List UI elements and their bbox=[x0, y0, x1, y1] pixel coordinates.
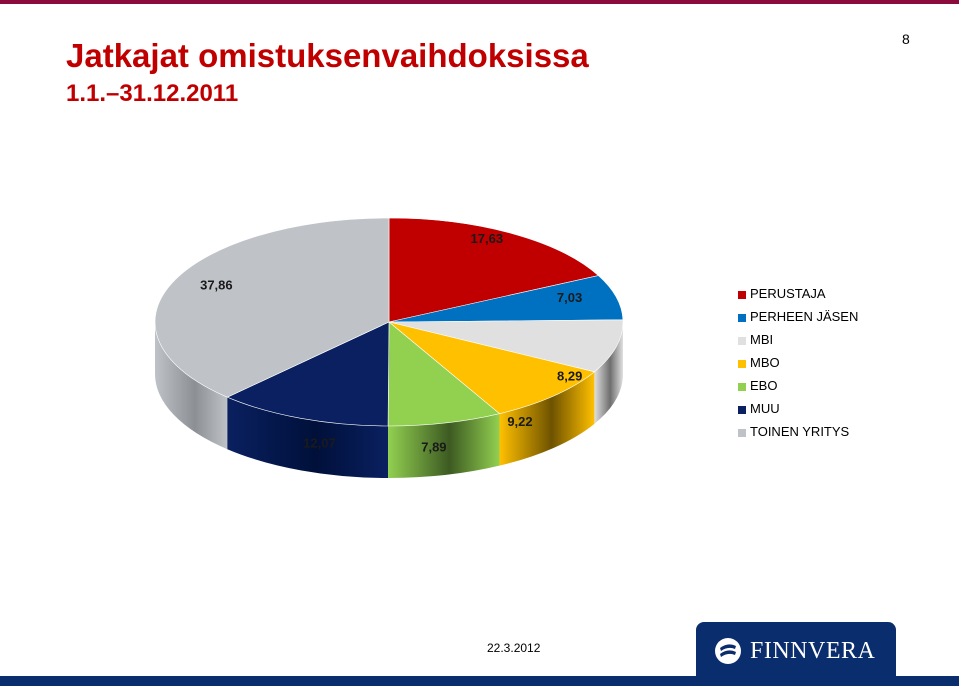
pie-side-mbo bbox=[499, 371, 595, 466]
pie-slice-mbi bbox=[388, 319, 624, 373]
legend-swatch-toinen-yritys bbox=[738, 429, 746, 437]
slide-title-main: Jatkajat omistuksenvaihdoksissa bbox=[66, 37, 589, 74]
pie-slice-ebo bbox=[387, 321, 501, 427]
brand-name: FINNVERA bbox=[750, 638, 876, 664]
data-label-mbi: 8,29 bbox=[557, 368, 582, 383]
pie-sides bbox=[155, 322, 623, 478]
legend-label-perustaja: PERUSTAJA bbox=[750, 286, 826, 301]
legend-swatch-muu bbox=[738, 406, 746, 414]
footer-bar bbox=[0, 676, 959, 686]
top-accent-rule bbox=[0, 0, 959, 4]
legend-swatch-perheen-j-sen bbox=[738, 314, 746, 322]
legend-label-perheen-j-sen: PERHEEN JÄSEN bbox=[750, 309, 859, 324]
data-label-muu: 12,07 bbox=[303, 435, 336, 450]
data-label-perustaja: 17,63 bbox=[471, 231, 504, 246]
slide-title: Jatkajat omistuksenvaihdoksissa 1.1.–31.… bbox=[66, 38, 589, 109]
pie-slice-toinen-yritys bbox=[154, 217, 390, 398]
legend-label-ebo: EBO bbox=[750, 378, 778, 393]
legend-swatch-perustaja bbox=[738, 291, 746, 299]
finnvera-logo: FINNVERA bbox=[696, 622, 896, 678]
page-number: 8 bbox=[902, 31, 910, 47]
data-label-perheen-j-sen: 7,03 bbox=[557, 290, 582, 305]
legend-label-mbi: MBI bbox=[750, 332, 774, 347]
pie-side-muu bbox=[227, 397, 389, 478]
legend-swatch-ebo bbox=[738, 383, 746, 391]
pie-slice-mbo bbox=[388, 321, 596, 415]
data-label-ebo: 7,89 bbox=[421, 439, 446, 454]
legend-label-muu: MUU bbox=[750, 401, 780, 416]
pie-slice-perheen-j-sen bbox=[388, 275, 624, 323]
pie-side-ebo bbox=[388, 413, 500, 478]
data-label-mbo: 9,22 bbox=[507, 414, 532, 429]
pie-slice-perustaja bbox=[388, 217, 600, 323]
footer-date: 22.3.2012 bbox=[487, 641, 541, 655]
legend-swatch-mbo bbox=[738, 360, 746, 368]
data-label-toinen-yritys: 37,86 bbox=[200, 277, 233, 292]
legend-swatch-mbi bbox=[738, 337, 746, 345]
pie-data-labels: 17,63 7,03 8,29 9,22 7,89 12,07 37,86 bbox=[200, 231, 582, 454]
pie-side-mbi bbox=[594, 322, 623, 424]
pie-top bbox=[154, 217, 624, 427]
finnvera-logo-icon bbox=[715, 638, 741, 664]
pie-slice-muu bbox=[226, 321, 390, 427]
slide-title-period: 1.1.–31.12.2011 bbox=[66, 80, 239, 107]
legend-label-toinen-yritys: TOINEN YRITYS bbox=[750, 424, 850, 439]
legend-label-mbo: MBO bbox=[750, 355, 780, 370]
pie-side-toinen-yritys bbox=[155, 322, 228, 450]
